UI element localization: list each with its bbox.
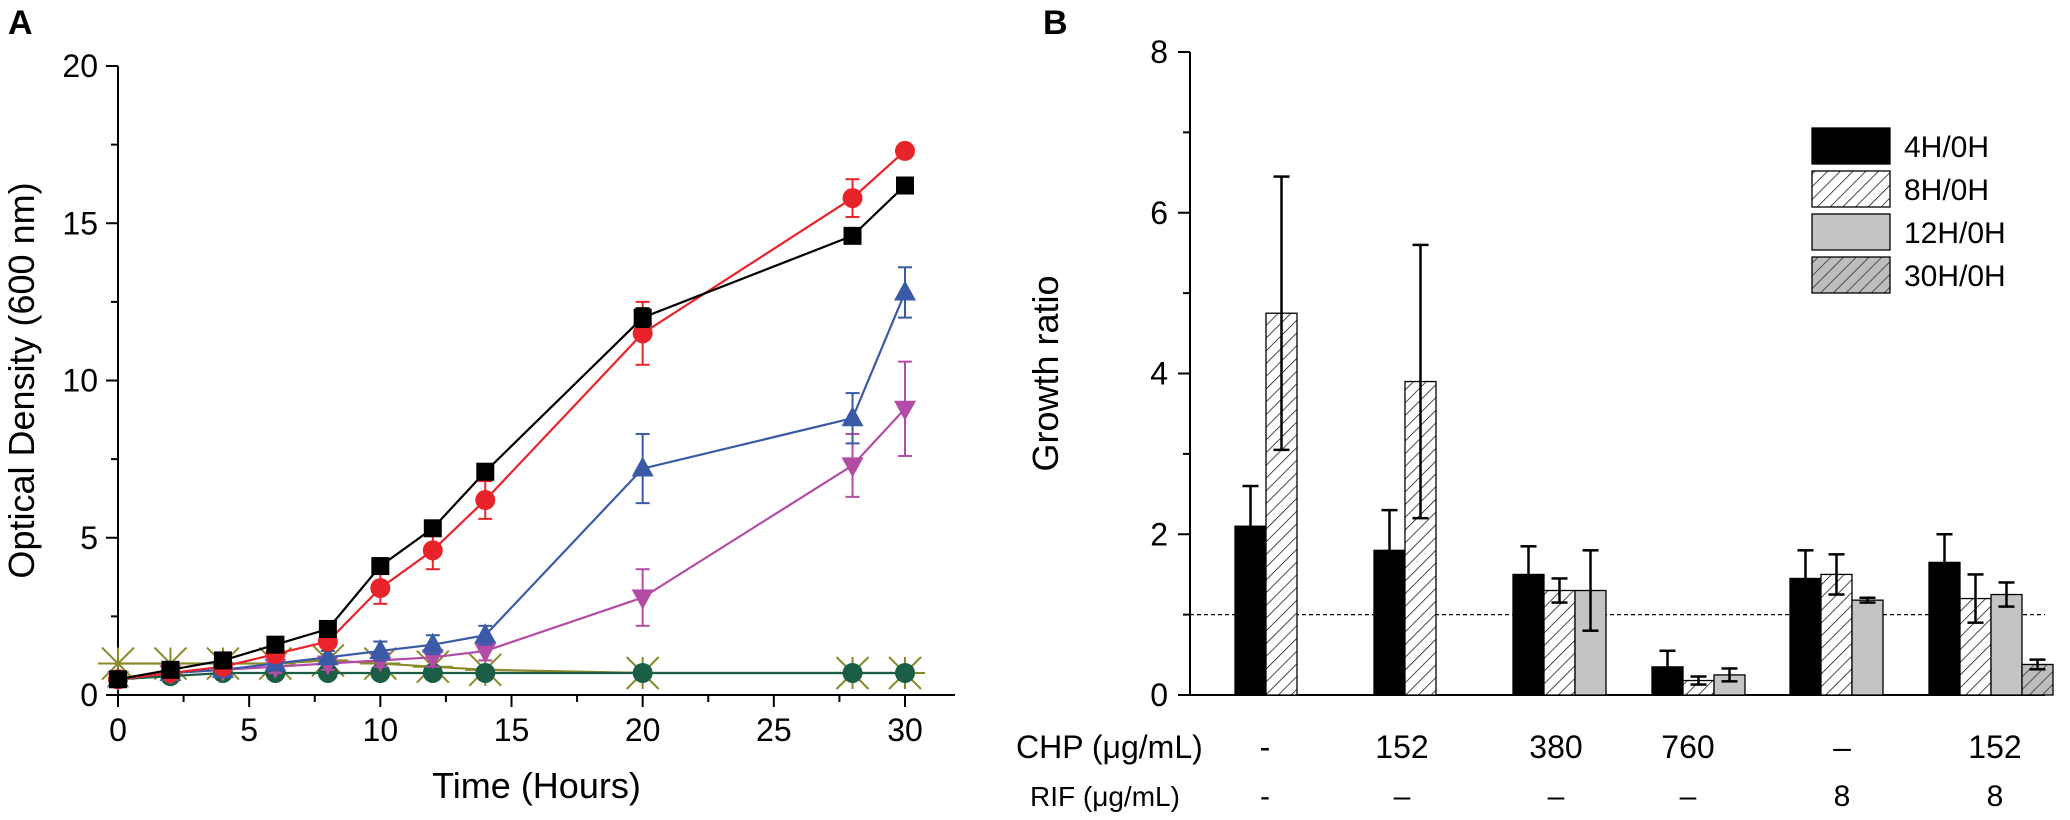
panel-a-line-chart: A 0 5 10 15 20 0 5 10 15 20 25 30 Time (Hours) Optical… [1,4,955,806]
y-axis-label: Growth ratio [1025,275,1066,471]
data-point [632,323,653,344]
legend-label: 30H/0H [1904,260,2006,293]
y-axis-label: Optical Density (600 nm) [1,182,42,578]
y-tick-label: 5 [80,520,98,556]
chp-value-label: 152 [1375,729,1428,765]
rif-value-label: 8 [1834,780,1851,813]
data-point [421,632,444,653]
y-tick-label: 8 [1150,34,1168,70]
y-tick-label: 2 [1150,516,1168,552]
series-line [117,184,906,681]
bar-12H-0H [1990,593,2023,696]
rif-value-label: – [1394,780,1411,813]
bar-4H-0H [1512,573,1545,696]
data-point [894,400,916,421]
data-point [370,578,391,599]
data-point [370,662,391,683]
legend-label: 8H/0H [1904,174,1989,207]
rif-value-label: – [1680,780,1697,813]
legend-swatch [1811,256,1891,294]
data-point [631,589,654,610]
x-axis-label: Time (Hours) [432,765,641,806]
chp-value-label: 760 [1661,729,1714,765]
x-tick-label: 25 [756,712,792,748]
data-point [422,540,443,561]
data-point [474,623,497,644]
y-tick-label: 15 [62,205,98,241]
panel-b-bar-chart: B 0 2 4 6 8 Growth ratio CHP (μg/mL) RIF (μg/mL)… [1016,4,2054,813]
bar-8H-0H [1543,589,1576,696]
y-tick-label: 0 [80,677,98,713]
data-point [475,662,496,683]
data-point [161,660,180,679]
data-point [266,635,285,654]
data-point [842,662,863,683]
chp-value-label: 152 [1968,729,2021,765]
x-tick-label: 15 [494,712,530,748]
panel-a-letter: A [8,4,33,42]
panel-b-letter: B [1043,4,1068,42]
y-tick-label: 10 [62,363,98,399]
legend: 4H/0H 8H/0H 12H/0H 30H/0H [1811,127,2006,294]
data-point [318,619,337,638]
y-tick-label: 0 [1150,677,1168,713]
data-point [109,670,127,689]
data-point [213,651,232,670]
chp-value-label: – [1833,729,1851,765]
chp-value-label: 380 [1529,729,1582,765]
legend-label: 12H/0H [1904,217,2006,250]
data-point [843,226,862,245]
data-point [633,308,652,327]
legend-swatch [1811,213,1891,251]
data-point [423,519,442,538]
legend-swatch [1811,127,1891,165]
legend-swatch [1811,170,1891,208]
x-tick-label: 20 [625,712,661,748]
data-point [371,557,390,576]
series-line [117,291,907,681]
data-point [896,176,914,195]
series-line [118,659,905,675]
x-tick-label: 5 [240,712,258,748]
x-tick-label: 0 [109,712,127,748]
data-point [841,457,864,478]
data-point [895,140,915,161]
chp-value-label: - [1260,729,1271,765]
data-point [422,662,443,683]
y-tick-label: 4 [1150,356,1168,392]
series-blue-up-triangles [107,266,916,688]
rif-value-label: 8 [1987,780,2004,813]
data-point [476,462,495,481]
data-point [841,406,864,427]
data-point [316,645,339,666]
x-tick-label: 10 [363,712,399,748]
rif-value-label: – [1548,780,1565,813]
y-tick-label: 20 [62,48,98,84]
data-point [474,642,497,663]
rif-value-label: - [1260,780,1270,813]
data-point [475,490,496,511]
data-point [631,456,654,477]
rif-row-label: RIF (μg/mL) [1030,781,1180,812]
series-black-squares [109,176,914,689]
series-line [117,408,906,681]
data-point [894,280,916,301]
bar-12H-0H [1851,599,1884,696]
data-point [842,188,863,209]
legend-label: 4H/0H [1904,131,1989,164]
data-point [895,662,915,683]
x-tick-label: 30 [887,712,923,748]
series-magenta-down-triangles [107,360,916,692]
data-point [369,638,392,659]
data-point [632,662,653,683]
y-tick-label: 6 [1150,195,1168,231]
series-line [117,150,906,681]
chp-row-label: CHP (μg/mL) [1016,729,1203,765]
